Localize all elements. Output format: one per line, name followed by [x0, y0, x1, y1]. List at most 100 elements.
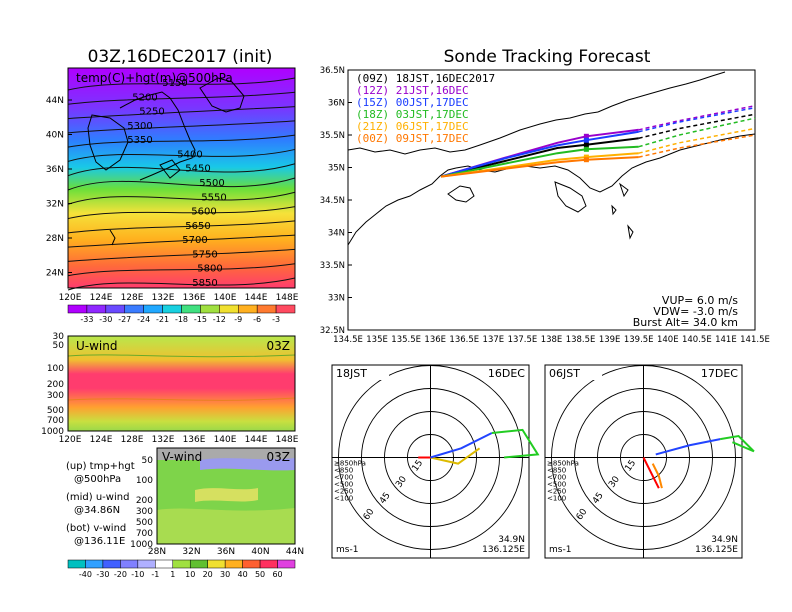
contour-label: 5300 — [127, 121, 152, 132]
track-y-ticks: 32.5N 33N 33.5N 34N 34.5N 35N 35.5N 36N 36.5N — [320, 66, 352, 336]
hodograph-level-label: <850 — [547, 467, 566, 475]
track-x-ticks: 134.5E 135E 135.5E 136E 136.5E 137E 137.5E 138E… — [333, 335, 770, 345]
japan-coastline — [87, 77, 245, 246]
wind-colorbar-swatch — [259, 559, 278, 569]
hodograph-lat: 34.9N — [711, 535, 738, 545]
hodograph-time: 06JST — [549, 367, 580, 380]
uwind-lon-tick: 144E — [245, 435, 268, 445]
note-line-2: @136.11E — [74, 536, 125, 547]
hodograph-lon: 136.125E — [695, 545, 738, 555]
wind-colorbar-label: 20 — [203, 570, 213, 579]
track-legend-entry: (12Z) 21JST,16DEC — [356, 84, 469, 97]
uwind-field — [68, 336, 295, 431]
height-contour-line — [67, 277, 296, 291]
contour-label: 5450 — [185, 164, 210, 175]
track-y-tick: 34N — [328, 229, 345, 239]
hodograph-trace — [430, 432, 493, 459]
temp-colorbar-swatch — [200, 304, 220, 314]
track-x-tick: 135.5E — [391, 335, 421, 345]
hodograph-trace — [720, 434, 755, 453]
uwind-lon-tick: 124E — [90, 435, 113, 445]
temp-colorbar-swatch — [162, 304, 182, 314]
uwind-p-tick: 300 — [47, 391, 64, 401]
hodograph-1: 18JST 16DEC15304560≥850hPa<850<700<500<25… — [331, 364, 540, 559]
temp-colorbar-swatch — [86, 304, 107, 314]
temp-colorbar-swatch — [275, 304, 296, 314]
wind-colorbar-swatch — [207, 559, 226, 569]
hodograph-level-label: <250 — [334, 488, 353, 496]
wind-colorbar-swatch — [120, 559, 139, 569]
temp-colorbar-label: -18 — [175, 315, 188, 324]
temp-colorbar: -33 -30 -27 -24 -21 -18 -15 -12 -9 -6 -3 — [67, 304, 296, 324]
wind-colorbar-swatch — [224, 559, 243, 569]
uwind-lon-tick: 140E — [214, 435, 237, 445]
vwind-frame — [156, 447, 296, 545]
burst-marker — [583, 133, 589, 139]
track-x-tick: 140E — [657, 335, 679, 345]
temp-colorbar-label: -27 — [118, 315, 131, 324]
wind-colorbar-swatch — [155, 559, 174, 569]
temp-colorbar-label: -12 — [213, 315, 226, 324]
hodograph-unit: ms-1 — [549, 545, 571, 555]
map-lon-tick: 124E — [90, 293, 113, 303]
hodograph-2: 06JST 17DEC15304560≥850hPa<850<700<500<25… — [544, 364, 755, 559]
map-lat-tick: 40N — [46, 131, 64, 141]
burst-marker — [583, 154, 589, 160]
track-x-tick: 135E — [366, 335, 388, 345]
map-lon-tick: 148E — [276, 293, 299, 303]
track-ascent-line — [440, 130, 639, 178]
uwind-lon-tick: 128E — [121, 435, 144, 445]
map-lat-tick: 32N — [46, 200, 64, 210]
contour-label: 5500 — [199, 178, 224, 189]
vwind-lat-tick: 36N — [217, 547, 235, 557]
panel-notes: (up) tmp+hgt @500hPa (mid) u-wind @34.86N (b… — [66, 461, 135, 547]
map-lat-ticks: 44N 40N 36N 32N 28N 24N — [46, 96, 72, 279]
note-line-2: @34.86N — [74, 505, 120, 516]
track-x-tick: 140.5E — [682, 335, 712, 345]
track-vdw: VDW= -3.0 m/s — [653, 305, 738, 318]
vwind-lat-ticks: 28N 32N 36N 40N 44N — [148, 547, 304, 557]
track-ascent-line — [440, 145, 639, 178]
track-vup: VUP= 6.0 m/s — [662, 294, 738, 307]
vwind-purple-patch — [200, 458, 295, 471]
map-lat-tick: 24N — [46, 269, 64, 279]
uwind-lon-tick: 120E — [59, 435, 82, 445]
uwind-p-tick: 50 — [53, 341, 65, 351]
uwind-contour — [67, 354, 296, 358]
track-y-tick: 35.5N — [320, 131, 345, 141]
track-x-tick: 141.5E — [740, 335, 770, 345]
vwind-p-tick: 1000 — [130, 540, 153, 550]
map-lon-tick: 140E — [214, 293, 237, 303]
temp-colorbar-swatch — [238, 304, 258, 314]
vwind-p-tick: 50 — [142, 456, 154, 466]
hodograph-label-bg — [333, 366, 389, 380]
track-ascent-line — [440, 137, 639, 178]
map-lon-tick: 120E — [59, 293, 82, 303]
height-contour-line — [67, 191, 296, 205]
vwind-lat-tick: 28N — [148, 547, 166, 557]
hodograph-level-label: <100 — [334, 495, 353, 503]
hodograph-trace — [655, 438, 721, 456]
uwind-lon-tick: 132E — [152, 435, 175, 445]
contour-label: 5650 — [185, 221, 210, 232]
hodograph-label-bg — [546, 366, 602, 380]
temp-colorbar-label: -21 — [156, 315, 169, 324]
wind-colorbar-label: -30 — [96, 570, 109, 579]
contour-label: 5400 — [177, 149, 202, 160]
wind-colorbar-label: 40 — [238, 570, 248, 579]
vwind-label: V-wind — [162, 450, 202, 464]
burst-marker — [583, 142, 589, 148]
temp-map-label-box: temp(C)+hgt(m)@500hPa — [76, 71, 233, 85]
hodograph-level-label: <250 — [547, 488, 566, 496]
height-contour-line — [67, 263, 296, 277]
track-descent-line — [638, 113, 756, 139]
contour-label: 5700 — [182, 235, 207, 246]
track-y-tick: 32.5N — [320, 326, 345, 336]
wind-colorbar-label: 30 — [220, 570, 230, 579]
hodograph-trace — [430, 447, 481, 465]
wind-colorbar-label: -40 — [79, 570, 92, 579]
uwind-time: 03Z — [267, 339, 291, 353]
